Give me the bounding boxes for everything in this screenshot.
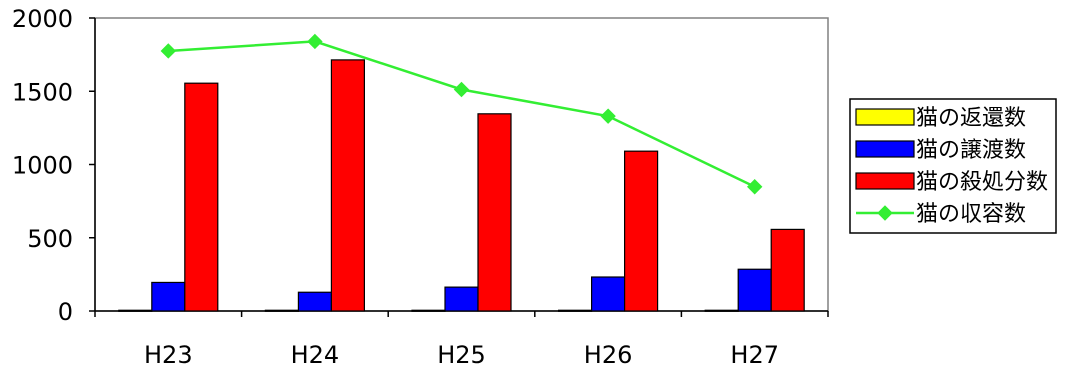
y-tick-label: 0 [58, 298, 73, 326]
legend-swatch [855, 108, 915, 126]
line-point [307, 33, 323, 50]
y-tick-label: 500 [27, 225, 73, 253]
legend-swatch [855, 172, 915, 190]
legend-swatch-marker [877, 205, 893, 221]
bar [151, 281, 186, 312]
line-point [600, 108, 616, 124]
x-tick-label: H26 [584, 341, 633, 365]
bar [737, 268, 772, 312]
x-tick-label: H25 [437, 341, 486, 365]
bar [330, 59, 365, 312]
y-tick-label: 1500 [12, 78, 73, 106]
legend-swatch [855, 140, 915, 158]
bar [770, 228, 805, 312]
legend-label: 猫の返還数 [916, 106, 1026, 131]
line-point [160, 43, 177, 59]
legend-label: 猫の譲渡数 [916, 138, 1026, 163]
bar [590, 276, 626, 312]
legend-label: 猫の収容数 [916, 202, 1026, 227]
bar [118, 309, 153, 312]
x-tick-label: H24 [291, 341, 340, 365]
bar [411, 309, 446, 312]
x-tick-label: H27 [730, 341, 779, 365]
y-tick-label: 1000 [12, 152, 73, 180]
bar [184, 82, 219, 312]
bar [264, 309, 299, 312]
legend-label: 猫の殺処分数 [916, 170, 1048, 195]
line-point [746, 179, 763, 195]
bar [444, 286, 479, 312]
bar [477, 113, 512, 312]
x-tick-label: H23 [144, 341, 193, 365]
line-point [453, 81, 470, 98]
bar [297, 291, 332, 312]
bar [557, 309, 593, 312]
y-tick-label: 2000 [12, 5, 73, 33]
bar [623, 150, 659, 312]
bar [704, 309, 739, 312]
